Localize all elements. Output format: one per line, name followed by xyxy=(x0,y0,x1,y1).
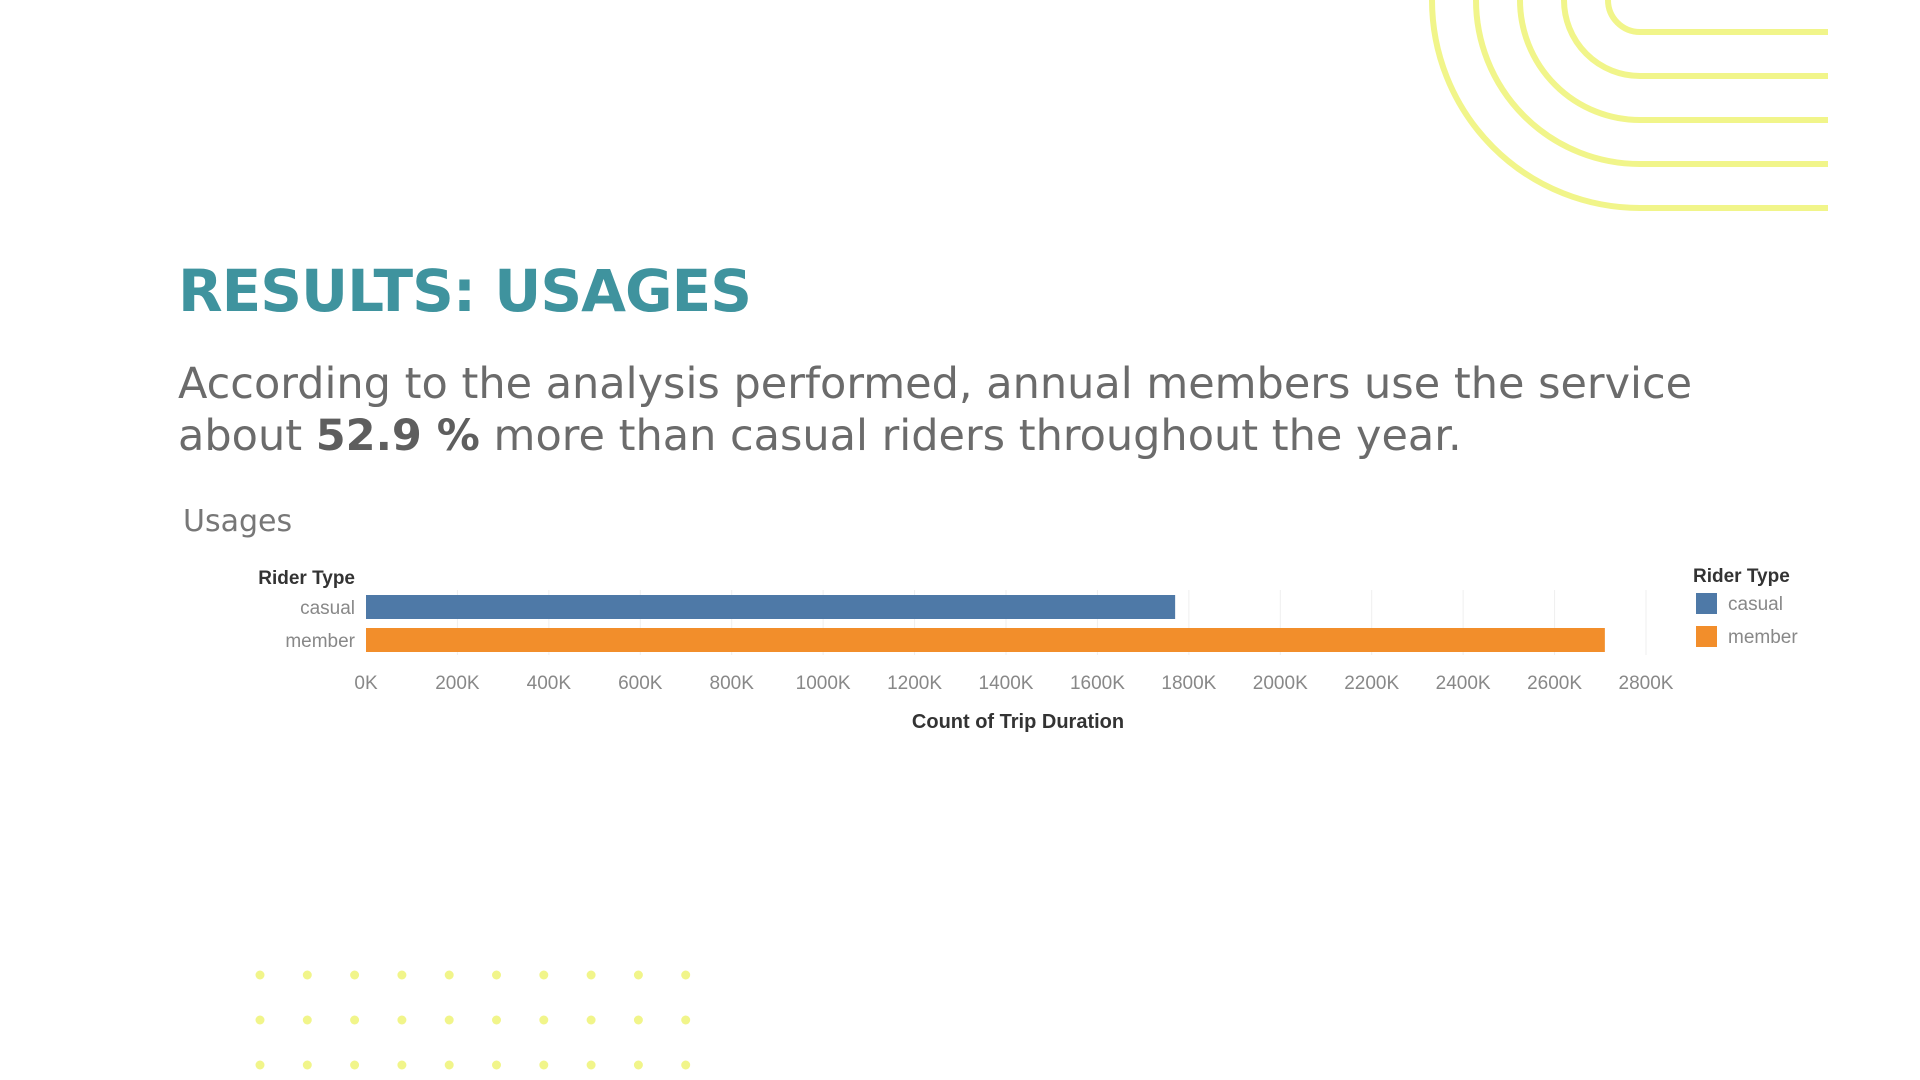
decor-dot xyxy=(444,1060,454,1070)
legend-swatch-casual xyxy=(1696,593,1717,614)
decor-dot xyxy=(586,1015,596,1025)
decor-dot xyxy=(350,1015,360,1025)
x-tick-label: 2600K xyxy=(1527,673,1582,694)
x-tick-label: 200K xyxy=(435,673,480,694)
decor-dot xyxy=(492,1015,501,1025)
decor-dot xyxy=(633,970,643,980)
legend-title: Rider Type xyxy=(1693,566,1790,587)
decor-dot xyxy=(539,1060,549,1070)
category-label-casual: casual xyxy=(300,598,355,619)
x-tick-label: 1600K xyxy=(1070,673,1125,694)
decor-dot xyxy=(302,970,312,980)
arc-line xyxy=(1561,0,1828,79)
x-tick-label: 1400K xyxy=(979,673,1034,694)
x-tick-label: 1200K xyxy=(887,673,942,694)
slide-title: RESULTS: USAGES xyxy=(178,257,752,325)
x-tick-label: 400K xyxy=(527,673,572,694)
row-header: Rider Type xyxy=(258,568,355,589)
decor-dot xyxy=(492,1060,501,1070)
x-tick-label: 2800K xyxy=(1619,673,1674,694)
decor-dot xyxy=(350,1060,360,1070)
decor-dot xyxy=(302,1060,312,1070)
decor-dot xyxy=(350,970,360,980)
arc-line xyxy=(1473,0,1828,167)
slide-body: According to the analysis performed, ann… xyxy=(178,358,1778,462)
x-tick-label: 800K xyxy=(710,673,755,694)
decor-dot xyxy=(444,970,454,980)
arc-line xyxy=(1429,0,1828,211)
decor-dot xyxy=(681,1015,691,1025)
x-tick-label: 1000K xyxy=(796,673,851,694)
legend-label-casual: casual xyxy=(1728,594,1783,615)
arc-line xyxy=(1605,0,1828,35)
x-tick-label: 2400K xyxy=(1436,673,1491,694)
x-tick-label: 2200K xyxy=(1344,673,1399,694)
decor-dot xyxy=(302,1015,312,1025)
x-tick-label: 2000K xyxy=(1253,673,1308,694)
chart-title: Usages xyxy=(183,504,292,539)
body-highlight: 52.9 % xyxy=(315,411,480,461)
decor-dot xyxy=(539,970,549,980)
body-text-suffix: more than casual riders throughout the y… xyxy=(479,411,1462,461)
decor-dot xyxy=(255,1015,265,1025)
legend-label-member: member xyxy=(1728,627,1798,648)
bar-member xyxy=(366,628,1605,652)
category-labels: casual member xyxy=(285,598,355,652)
decor-dot xyxy=(397,1015,407,1025)
x-tick-label: 1800K xyxy=(1161,673,1216,694)
decor-dot xyxy=(444,1015,454,1025)
decor-dot xyxy=(681,970,691,980)
decor-dot xyxy=(681,1060,691,1070)
decor-dot xyxy=(633,1015,643,1025)
decor-dot xyxy=(586,970,596,980)
x-tick-label: 600K xyxy=(618,673,663,694)
bar-casual xyxy=(366,595,1176,619)
decor-dot xyxy=(397,970,407,980)
bars xyxy=(366,595,1605,652)
decor-dot xyxy=(397,1060,407,1070)
body-text-prefix: According to the analysis performed, ann… xyxy=(178,359,1693,461)
legend: Rider Type casual member xyxy=(1693,566,1798,648)
category-label-member: member xyxy=(285,631,355,652)
decor-dot xyxy=(255,970,265,980)
x-axis-title: Count of Trip Duration xyxy=(912,711,1124,733)
decor-dot xyxy=(492,970,501,980)
legend-swatch-member xyxy=(1696,626,1717,647)
decor-dot xyxy=(539,1015,549,1025)
decor-dot xyxy=(586,1060,596,1070)
x-tick-label: 0K xyxy=(354,673,378,694)
x-axis-ticks: 0K 200K 400K 600K 800K 1000K 1200K 1400K 1600K 18… xyxy=(354,673,1673,694)
decor-dot xyxy=(255,1060,265,1070)
arc-line xyxy=(1517,0,1828,123)
decor-dot xyxy=(633,1060,643,1070)
